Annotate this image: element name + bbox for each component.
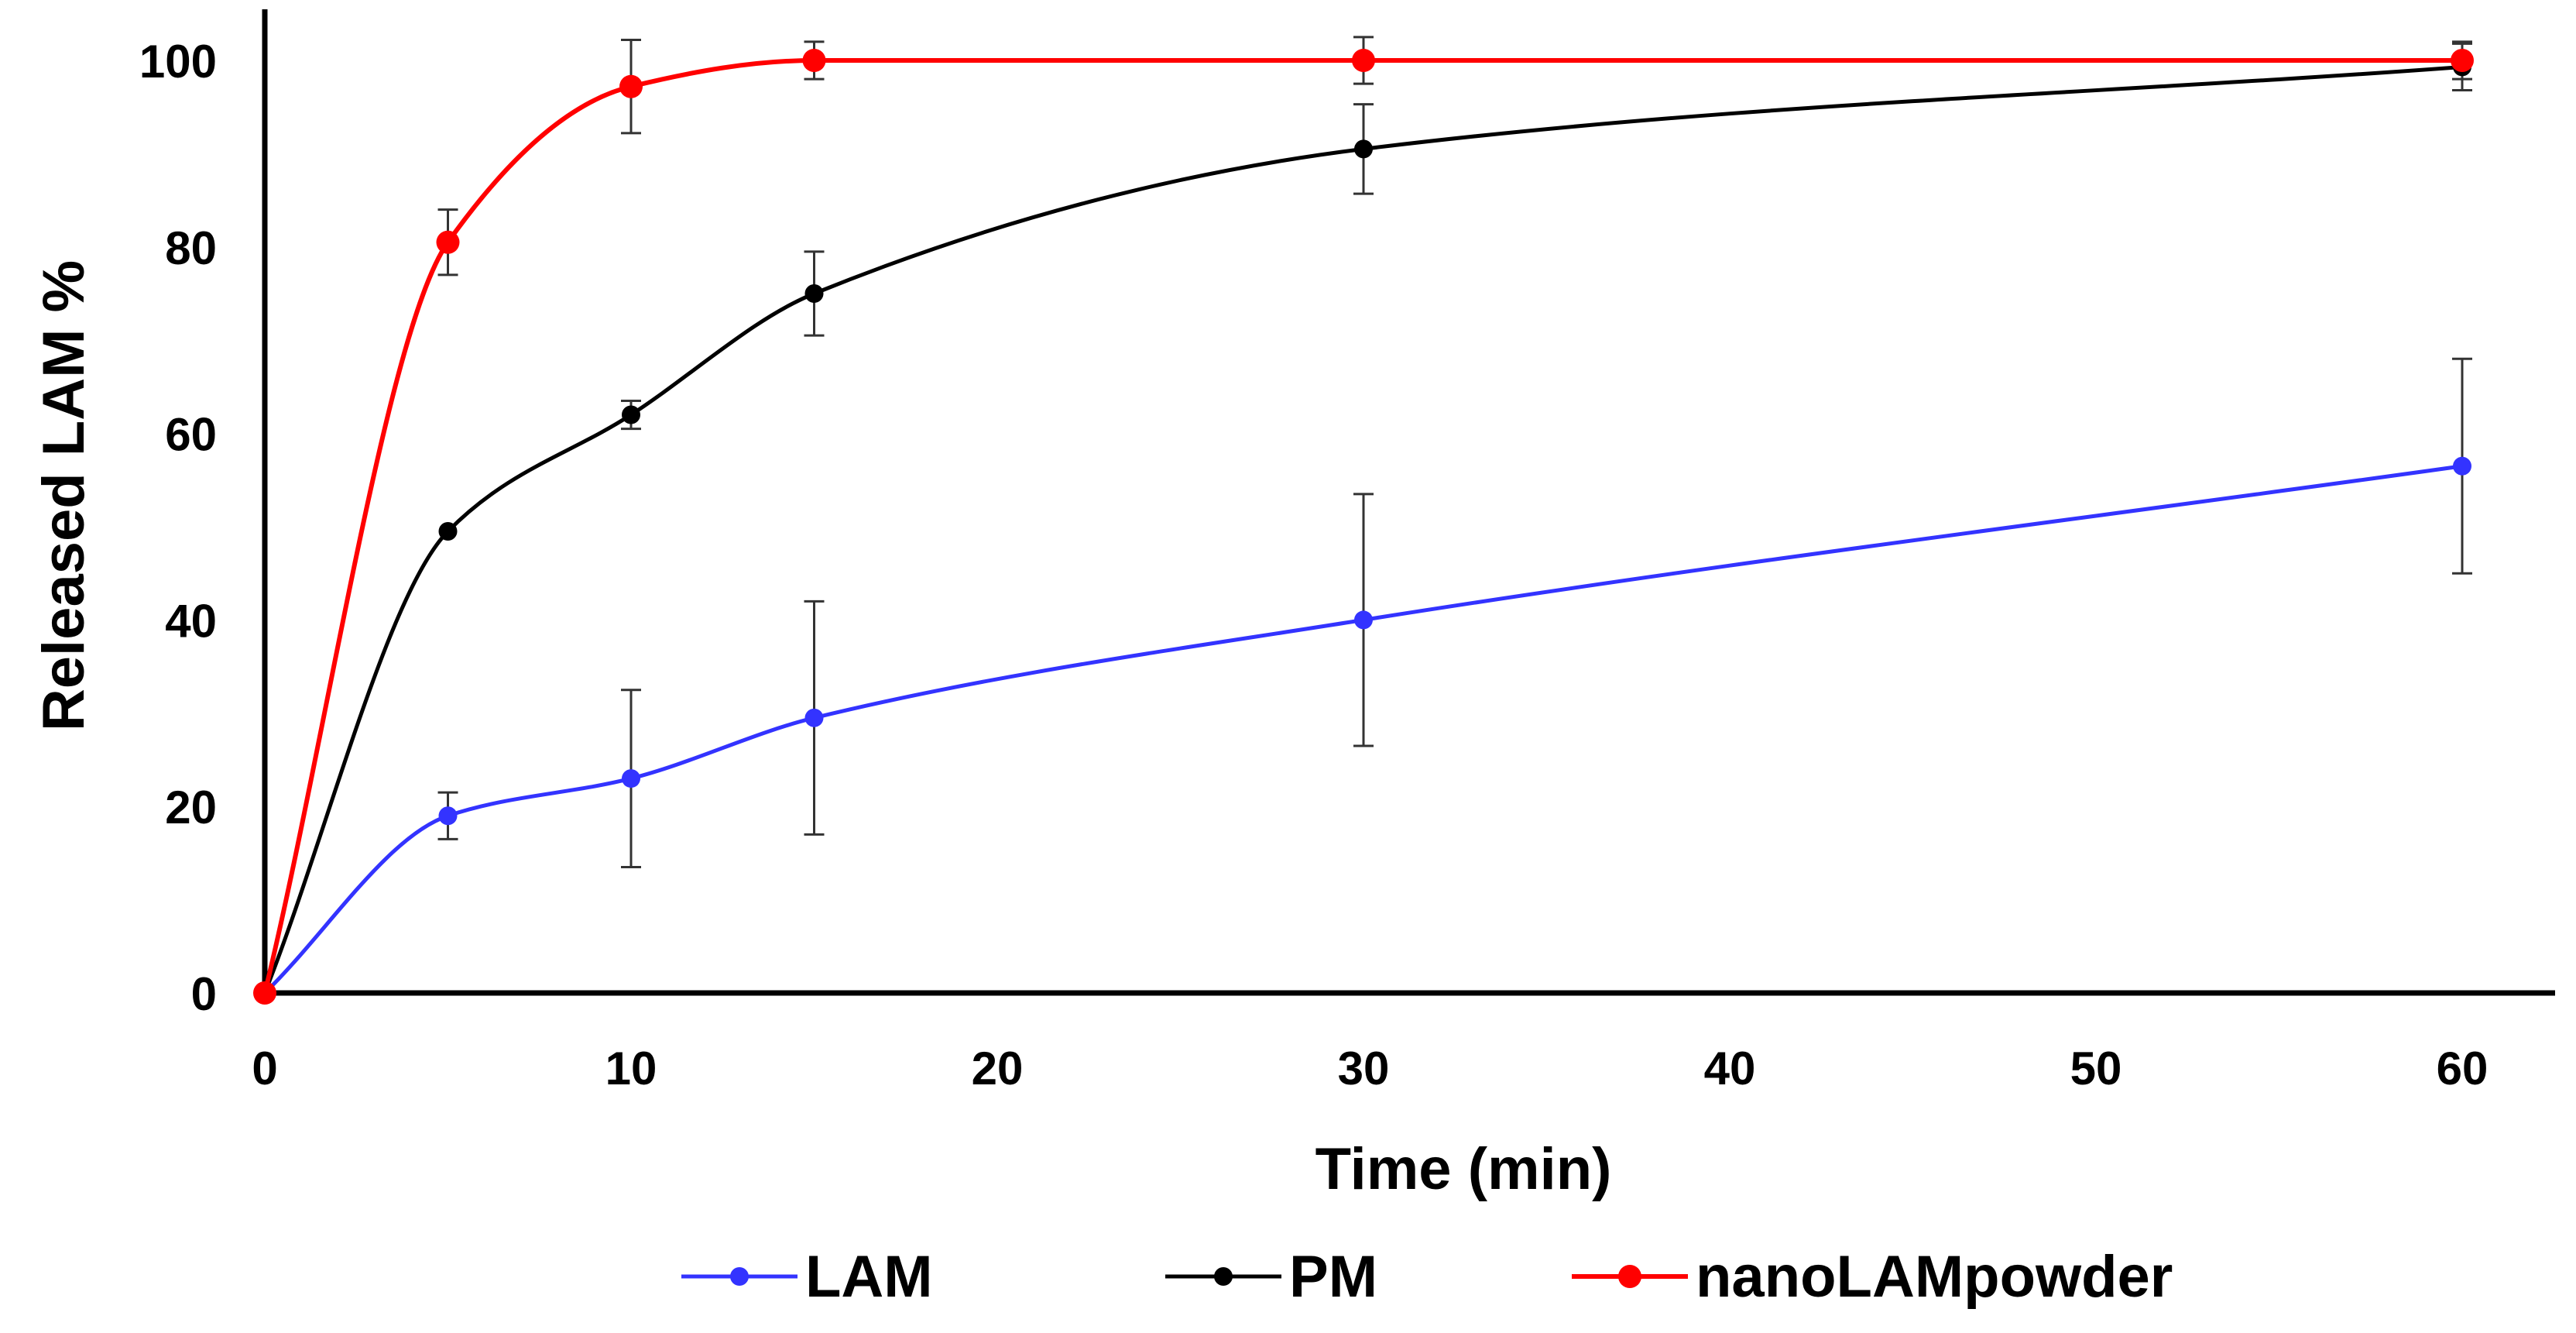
x-tick-label: 50 xyxy=(2070,1043,2122,1094)
legend-label-pm: PM xyxy=(1289,1244,1377,1310)
x-tick-label: 40 xyxy=(1704,1043,1756,1094)
legend-item-nanolampowder: nanoLAMpowder xyxy=(1572,1244,2173,1310)
axes xyxy=(262,9,2555,996)
legend-marker-nanolampowder xyxy=(1618,1265,1641,1288)
y-tick-label: 40 xyxy=(165,595,217,647)
data-point-lam xyxy=(804,708,824,727)
data-point-nanolampowder xyxy=(253,981,276,1005)
data-point-lam xyxy=(438,806,458,826)
data-point-pm xyxy=(622,405,640,424)
data-point-nanolampowder xyxy=(619,74,643,98)
y-tick-label: 100 xyxy=(139,36,217,88)
y-tick-label: 20 xyxy=(165,782,217,833)
error-bars xyxy=(437,36,2472,868)
x-tick-label: 60 xyxy=(2437,1043,2489,1094)
x-tick-label: 10 xyxy=(605,1043,657,1094)
data-point-lam xyxy=(2453,456,2471,476)
data-point-nanolampowder xyxy=(436,230,460,254)
x-tick-label: 30 xyxy=(1338,1043,1390,1094)
data-point-pm xyxy=(1354,139,1373,159)
legend-marker-lam xyxy=(730,1267,749,1286)
legend-label-nanolampowder: nanoLAMpowder xyxy=(1696,1244,2173,1310)
data-points xyxy=(253,49,2474,1005)
tick-labels: 0 20 40 60 80 100 0 10 20 30 40 50 60 xyxy=(139,36,2488,1094)
series-line-pm xyxy=(262,64,2463,994)
y-tick-label: 60 xyxy=(165,409,217,461)
legend-item-pm: PM xyxy=(1165,1244,1377,1310)
data-point-nanolampowder xyxy=(2451,49,2474,72)
y-tick-label: 80 xyxy=(165,222,217,274)
legend: LAM PM nanoLAMpowder xyxy=(681,1244,2173,1310)
legend-item-lam: LAM xyxy=(681,1244,933,1310)
legend-marker-pm xyxy=(1214,1267,1233,1286)
y-tick-label: 0 xyxy=(191,968,217,1020)
x-tick-label: 0 xyxy=(252,1043,277,1094)
x-axis-title: Time (min) xyxy=(1315,1136,1612,1202)
x-tick-label: 20 xyxy=(972,1043,1024,1094)
data-point-nanolampowder xyxy=(802,49,826,72)
data-point-nanolampowder xyxy=(1352,49,1375,72)
y-axis-title: Released LAM % xyxy=(31,260,97,731)
data-point-lam xyxy=(1354,610,1373,630)
data-point-pm xyxy=(438,522,458,541)
data-point-pm xyxy=(804,284,824,303)
data-point-lam xyxy=(622,769,640,788)
legend-label-lam: LAM xyxy=(805,1244,933,1310)
